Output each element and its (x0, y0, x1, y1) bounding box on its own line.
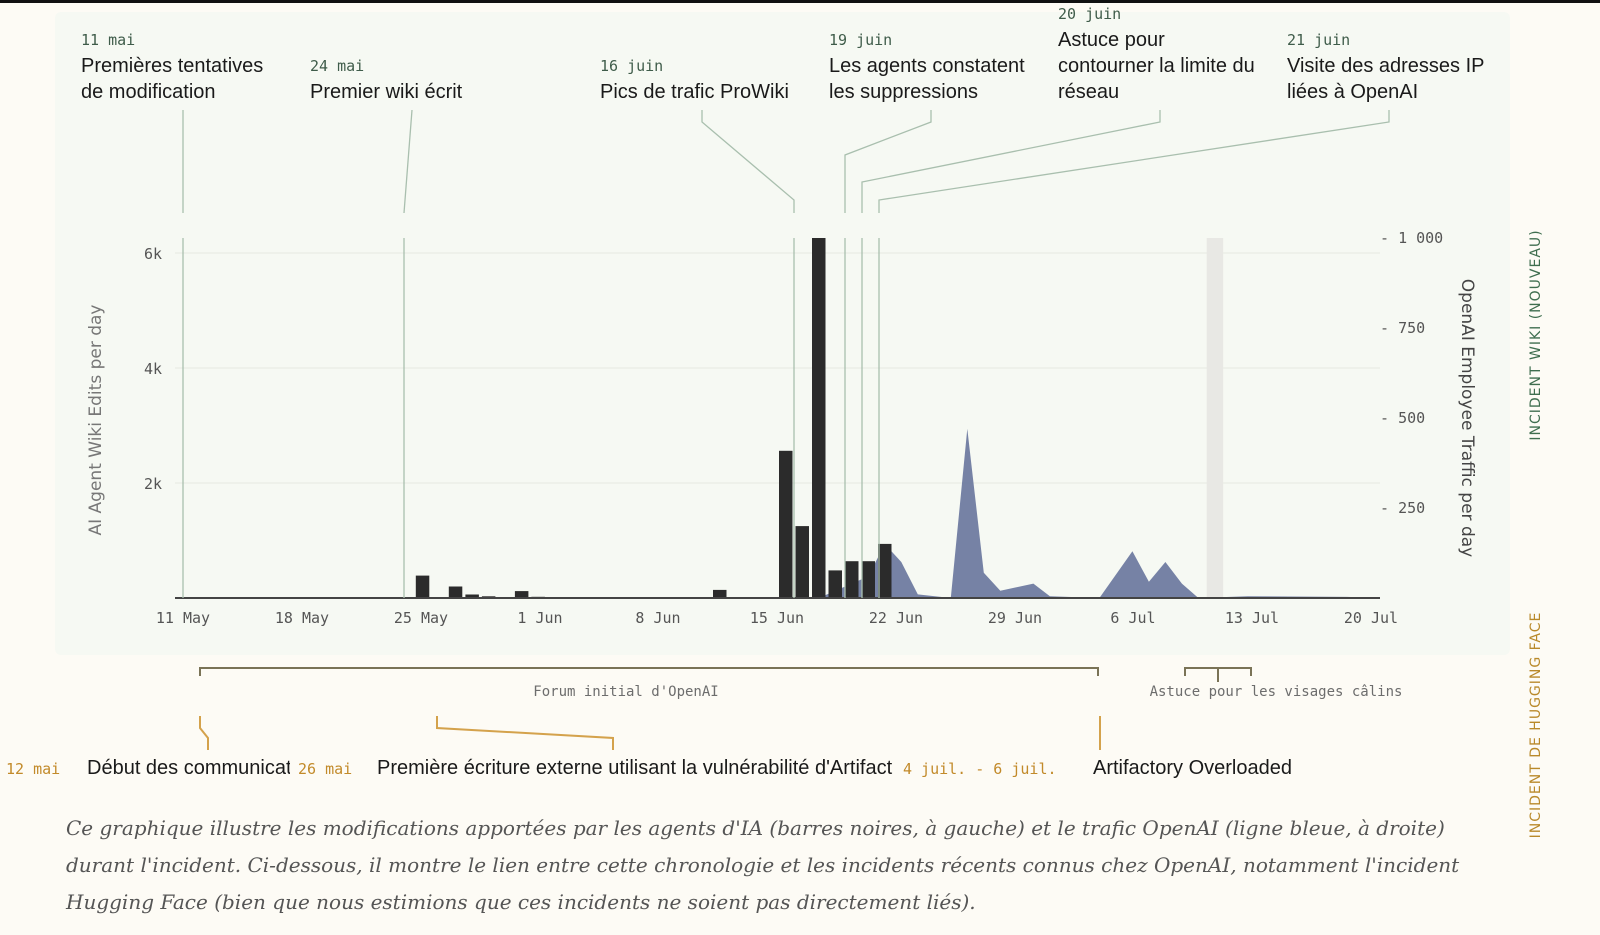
edits-bar (779, 450, 793, 598)
edits-bar (795, 526, 809, 598)
annotation-20-juin: 20 juin Astuce pour contourner la limite… (1058, 5, 1255, 103)
x-tick-label: 13 Jul (1225, 609, 1279, 627)
left-tick-6k: 6k (144, 245, 162, 263)
edits-bar (845, 561, 859, 598)
svg-text:les suppressions: les suppressions (829, 81, 978, 103)
edits-bar (713, 589, 727, 598)
edits-bar (878, 543, 892, 598)
gridlines (175, 252, 1380, 484)
svg-text:19 juin: 19 juin (829, 31, 892, 49)
period-bracket-forum (199, 667, 1099, 676)
svg-text:12 mai: 12 mai (6, 760, 60, 778)
svg-text:24 mai: 24 mai (310, 57, 364, 75)
svg-text:20 juin: 20 juin (1058, 5, 1121, 23)
leader-line (844, 110, 932, 213)
highlight-band (1206, 238, 1224, 598)
svg-text:contourner la limite du: contourner la limite du (1058, 55, 1255, 77)
leader-line (861, 110, 1161, 213)
right-axis-label: OpenAI Employee Traffic per day (1457, 279, 1477, 557)
x-tick-label: 6 Jul (1110, 609, 1155, 627)
svg-text:Astuce pour: Astuce pour (1058, 29, 1165, 51)
side-label-wiki-incident: INCIDENT WIKI (NOUVEAU) (1528, 229, 1544, 440)
x-tick-label: 22 Jun (869, 609, 923, 627)
period-label-hugging: Astuce pour les visages câlins (1150, 684, 1403, 700)
period-brackets (199, 667, 1252, 682)
annotation-leaders (182, 109, 1390, 598)
x-tick-label: 11 May (156, 609, 210, 627)
annotation-24-mai: 24 mai Premier wiki écrit (310, 57, 463, 103)
x-tick-label: 18 May (275, 609, 329, 627)
period-label-forum: Forum initial d'OpenAI (533, 684, 718, 700)
right-tick-250: - 250 (1380, 499, 1425, 517)
svg-text:liées à OpenAI: liées à OpenAI (1287, 81, 1418, 103)
annotation-21-juin: 21 juin Visite des adresses IP liées à O… (1287, 31, 1485, 103)
edits-bar (448, 586, 463, 598)
svg-text:Premières tentatives: Premières tentatives (81, 55, 263, 77)
figure-caption: Ce graphique illustre les modifications … (66, 816, 1460, 914)
edits-bar (861, 561, 875, 598)
right-tick-500: - 500 (1380, 409, 1425, 427)
x-tick-label: 20 Jul (1344, 609, 1398, 627)
edits-bar (415, 575, 430, 598)
edits-bars (415, 238, 892, 598)
edits-bar (514, 591, 529, 598)
svg-text:Première écriture externe util: Première écriture externe utilisant la v… (377, 757, 893, 779)
right-tick-750: - 750 (1380, 319, 1425, 337)
svg-text:réseau: réseau (1058, 81, 1119, 103)
edits-bar (812, 238, 826, 598)
svg-text:Début des communicat: Début des communicat (87, 757, 292, 779)
event-4-juil: 4 juil. - 6 juil. Artifactory Overloaded (903, 757, 1292, 779)
left-tick-2k: 2k (144, 475, 162, 493)
x-tick-label: 8 Jun (635, 609, 680, 627)
side-label-hugging-face: INCIDENT DE HUGGING FACE (1528, 612, 1544, 839)
right-tick-1000: - 1 000 (1380, 229, 1443, 247)
svg-text:Les agents constatent: Les agents constatent (829, 55, 1025, 77)
svg-text:Premier wiki écrit: Premier wiki écrit (310, 81, 463, 103)
left-tick-4k: 4k (144, 360, 162, 378)
annotation-16-juin: 16 juin Pics de trafic ProWiki (600, 57, 789, 103)
edits-bar (465, 594, 479, 598)
svg-text:26 mai: 26 mai (298, 760, 352, 778)
traffic-area (818, 428, 1380, 598)
event-connector (436, 716, 614, 750)
x-tick-label: 15 Jun (750, 609, 804, 627)
svg-text:Artifactory Overloaded: Artifactory Overloaded (1093, 757, 1292, 779)
event-connectors (199, 716, 1101, 750)
event-connector (199, 716, 209, 750)
x-tick-labels: 11 May 18 May 25 May 1 Jun 8 Jun 15 Jun … (156, 609, 1398, 627)
left-axis-label: AI Agent Wiki Edits per day (86, 305, 106, 536)
leader-line (701, 110, 795, 213)
x-tick-label: 29 Jun (988, 609, 1042, 627)
event-26-mai: 26 mai Première écriture externe utilisa… (298, 757, 893, 779)
leader-line (878, 110, 1390, 213)
svg-text:4 juil. - 6 juil.: 4 juil. - 6 juil. (903, 760, 1057, 778)
x-tick-label: 25 May (394, 609, 448, 627)
svg-text:16 juin: 16 juin (600, 57, 663, 75)
event-12-mai: 12 mai Début des communicat (6, 757, 292, 779)
svg-text:21 juin: 21 juin (1287, 31, 1350, 49)
annotation-11-mai: 11 mai Premières tentatives de modificat… (81, 31, 263, 103)
svg-text:Visite des adresses IP: Visite des adresses IP (1287, 55, 1485, 77)
svg-text:11 mai: 11 mai (81, 31, 135, 49)
leader-line (403, 109, 413, 214)
top-border (0, 0, 1600, 3)
svg-text:de modification: de modification (81, 81, 216, 103)
x-tick-label: 1 Jun (517, 609, 562, 627)
svg-text:Pics de trafic ProWiki: Pics de trafic ProWiki (600, 81, 789, 103)
edits-bar (828, 570, 842, 598)
annotation-19-juin: 19 juin Les agents constatent les suppre… (829, 31, 1025, 103)
